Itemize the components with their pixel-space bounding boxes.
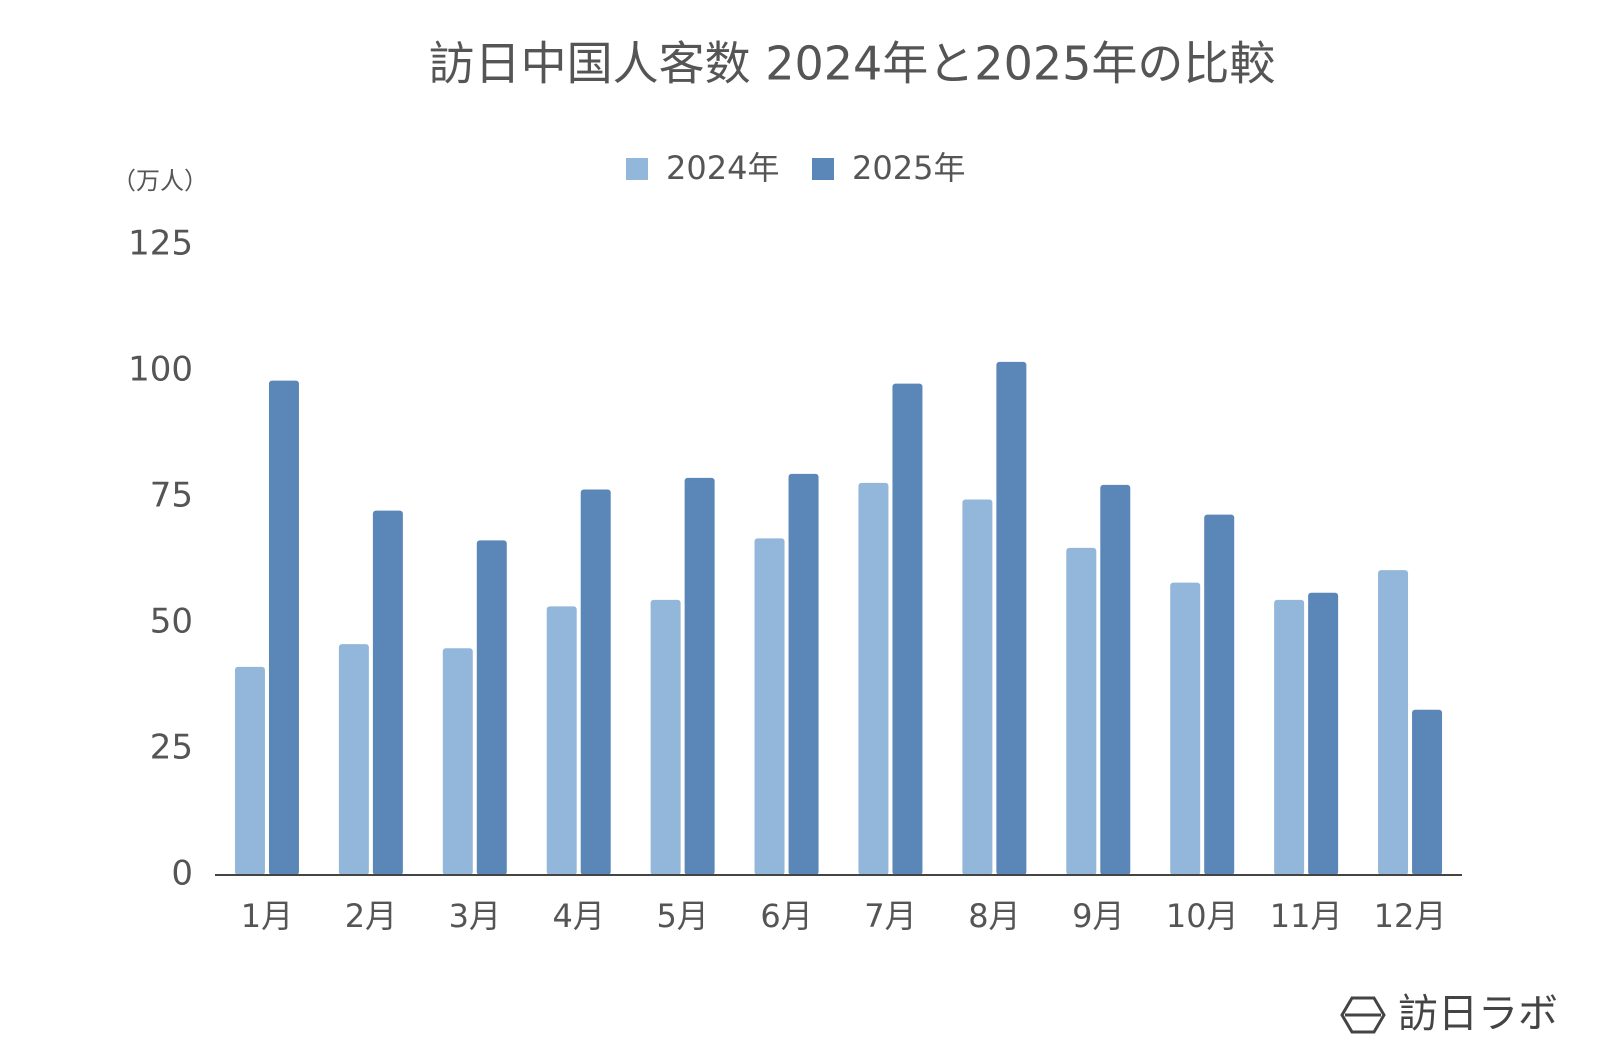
x-tick-label: 11月 <box>1270 897 1343 935</box>
bar <box>1274 599 1305 875</box>
x-tick-label: 10月 <box>1166 897 1239 935</box>
bar <box>1066 547 1097 875</box>
bar <box>1308 592 1339 875</box>
bar <box>234 666 265 875</box>
x-tick-label: 12月 <box>1374 897 1447 935</box>
y-tick-label: 125 <box>128 224 193 264</box>
legend-swatch <box>812 158 834 180</box>
bar <box>546 606 577 875</box>
brand-logo: 訪日ラボ <box>1340 991 1558 1037</box>
x-tick-label: 6月 <box>760 897 812 935</box>
bar <box>1204 514 1235 875</box>
bar <box>858 482 889 875</box>
y-tick-label: 75 <box>150 476 193 516</box>
x-tick-label: 1月 <box>241 897 293 935</box>
bar <box>1412 709 1443 875</box>
bar <box>476 540 507 875</box>
y-unit-label: （万人） <box>112 167 208 195</box>
bar <box>788 473 819 875</box>
bar <box>442 648 473 875</box>
bar <box>338 644 369 875</box>
brand-text: 訪日ラボ <box>1398 991 1558 1037</box>
x-tick-label: 2月 <box>345 897 397 935</box>
y-tick-label: 100 <box>128 350 193 390</box>
brand-icon <box>1340 996 1386 1034</box>
x-tick-label: 8月 <box>968 897 1020 935</box>
bar <box>650 599 681 875</box>
bar <box>892 383 923 875</box>
legend-label: 2024年 <box>666 149 779 187</box>
y-tick-label: 25 <box>150 728 193 768</box>
bar <box>684 477 715 875</box>
bar <box>268 380 299 875</box>
bar <box>1100 484 1131 875</box>
bar <box>1378 570 1409 875</box>
bar <box>754 538 785 875</box>
legend-label: 2025年 <box>852 149 965 187</box>
x-tick-label: 4月 <box>553 897 605 935</box>
bar <box>996 361 1027 876</box>
bar <box>580 489 611 875</box>
y-tick-label: 50 <box>150 602 193 642</box>
x-tick-label: 3月 <box>449 897 501 935</box>
y-tick-label: 0 <box>171 854 193 894</box>
legend-swatch <box>626 158 648 180</box>
x-tick-label: 9月 <box>1072 897 1124 935</box>
bar <box>962 499 993 875</box>
chart-title: 訪日中国人客数 2024年と2025年の比較 <box>429 37 1276 91</box>
bar <box>372 510 403 875</box>
x-tick-label: 7月 <box>864 897 916 935</box>
x-tick-label: 5月 <box>656 897 708 935</box>
bar <box>1170 582 1201 875</box>
